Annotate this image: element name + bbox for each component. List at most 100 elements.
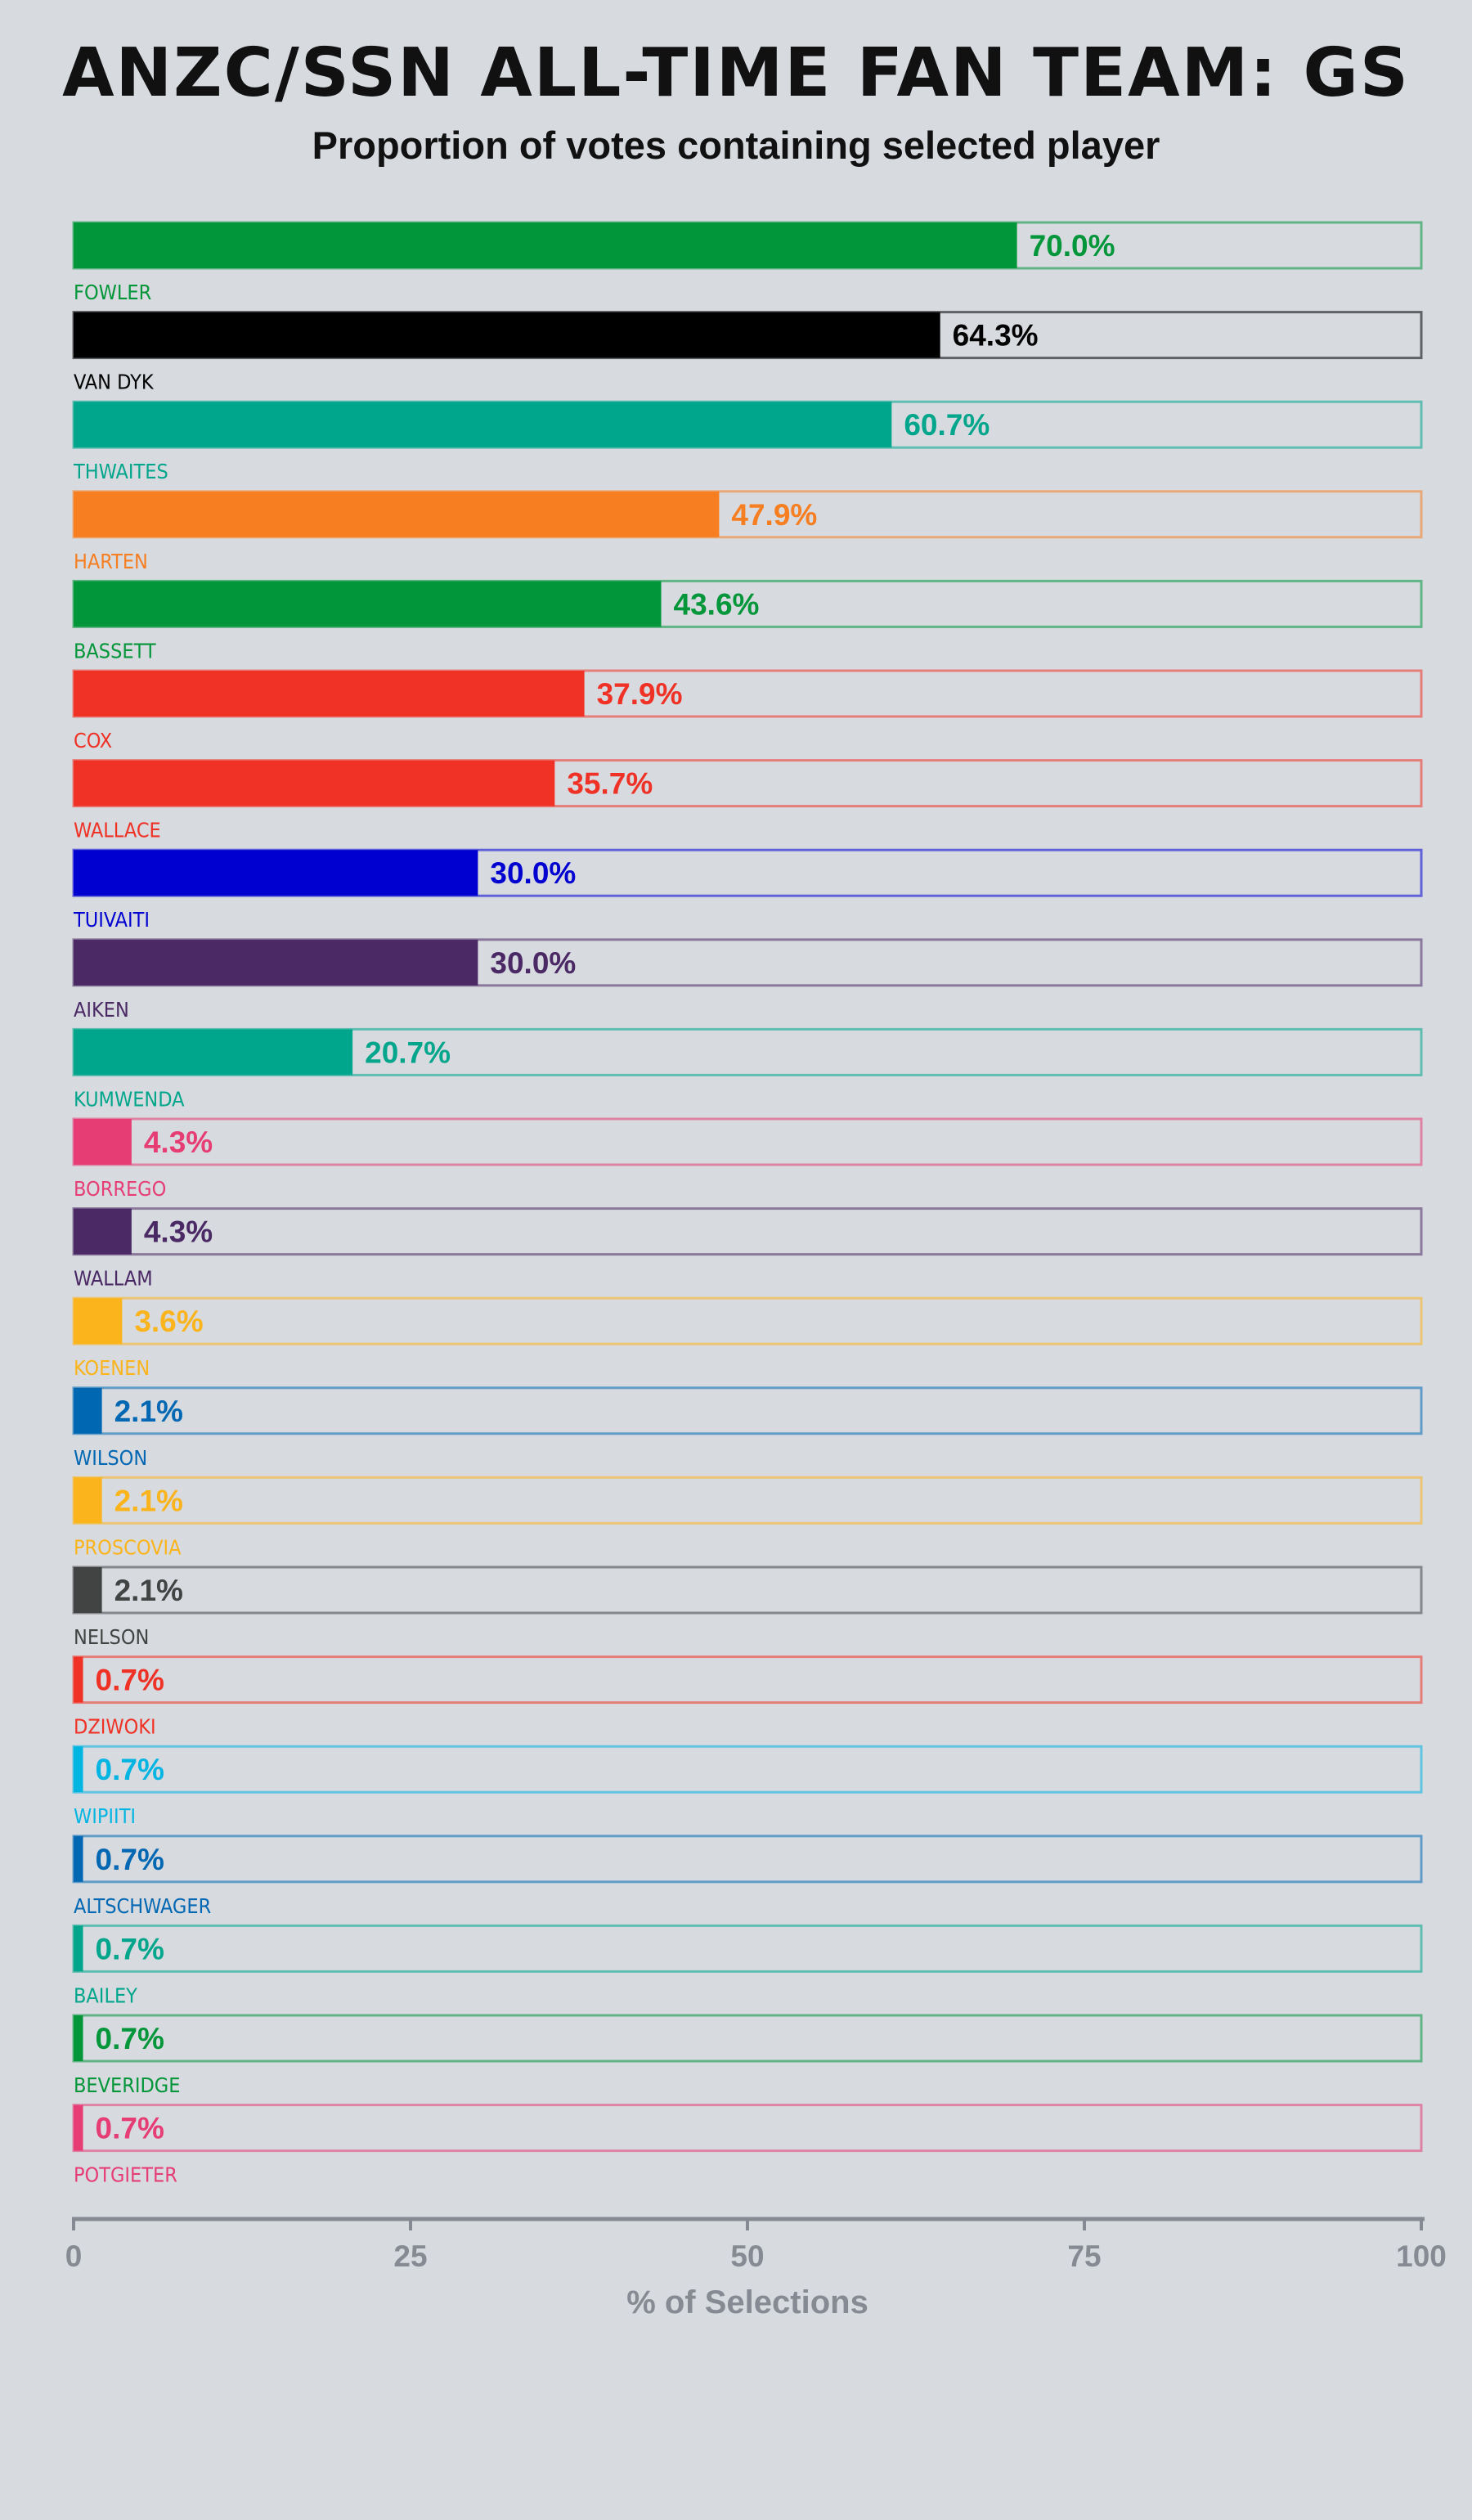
bar [74,1835,83,1882]
bar-track [72,1565,1423,1615]
bar-row-wallace: 35.7% WALLACE [72,759,1423,842]
bar-row-altschwager: 0.7% ALTSCHWAGER [72,1835,1423,1918]
bar-value-label: 2.1% [114,1395,183,1428]
bar [74,1925,83,1972]
bar-track [72,1924,1423,1973]
bar-row-bailey: 0.7% BAILEY [72,1924,1423,2007]
bar [74,1029,353,1076]
bar-category-label: WIPIITI [74,1804,136,1828]
bar [74,312,940,358]
bar [74,1119,132,1165]
bar-category-label: DZIWOKI [74,1715,156,1739]
bar-category-label: VAN DYK [74,371,155,394]
bar-track [72,2104,1423,2153]
x-tick-label: 0 [65,2239,83,2273]
x-axis: 0 25 50 75 100 % of Selections [65,2217,1447,2320]
bar-row-nelson: 2.1% NELSON [72,1565,1423,1649]
bar-row-potgieter: 0.7% POTGIETER [72,2104,1423,2187]
bar-value-label: 0.7% [96,2022,164,2055]
bar-row-wallam: 4.3% WALLAM [72,1207,1423,1291]
bar-value-label: 0.7% [96,1843,164,1876]
bar-track [72,2014,1423,2063]
bar-track [72,1655,1423,1705]
bar-row-wipiiti: 0.7% WIPIITI [72,1745,1423,1828]
bar [74,1477,102,1524]
bar-track [72,1476,1423,1525]
bar-value-label: 37.9% [597,677,683,711]
bar [74,2015,83,2061]
bar-category-label: POTGIETER [74,2163,177,2187]
bar-category-label: PROSCOVIA [74,1535,182,1559]
bar-value-label: 0.7% [96,1932,164,1965]
bar-category-label: NELSON [74,1625,149,1649]
x-tick-label: 100 [1396,2239,1447,2273]
x-tick-label: 25 [393,2239,427,2273]
bar-row-proscovia: 2.1% PROSCOVIA [72,1476,1423,1559]
bar-category-label: BASSETT [74,639,156,663]
bar-value-label: 20.7% [365,1035,451,1069]
bar-row-kumwenda: 20.7% KUMWENDA [72,1027,1423,1111]
bar-value-label: 30.0% [490,946,576,980]
bar-row-harten: 47.9% HARTEN [72,490,1423,573]
bar-value-label: 0.7% [96,1753,164,1786]
bar [74,1208,132,1255]
chart-subtitle: Proportion of votes containing selected … [312,124,1160,167]
bar [74,1387,102,1434]
bar-value-label: 4.3% [144,1215,213,1249]
bar-value-label: 3.6% [134,1305,203,1338]
bars-layer: 70.0% FOWLER 64.3% VAN DYK 60.7% THWAITES 47.9… [72,221,1423,2187]
bar-category-label: WILSON [74,1446,147,1470]
bar-category-label: FOWLER [74,281,151,304]
bar-value-label: 35.7% [567,767,653,801]
bar-category-label: KUMWENDA [74,1087,185,1111]
bar-value-label: 4.3% [144,1125,213,1159]
bar-row-van-dyk: 64.3% VAN DYK [72,311,1423,394]
bar-category-label: BEVERIDGE [74,2073,180,2097]
bar-row-beveridge: 0.7% BEVERIDGE [72,2014,1423,2097]
bar [74,2104,83,2151]
bar-value-label: 43.6% [674,587,760,621]
bar-track [72,1386,1423,1435]
bar [74,581,662,627]
bar-track [72,1745,1423,1794]
bar-row-fowler: 70.0% FOWLER [72,221,1423,304]
bar-track [72,1296,1423,1345]
bar-row-aiken: 30.0% AIKEN [72,938,1423,1022]
bar-track [72,1207,1423,1256]
bar [74,222,1017,268]
bar-value-label: 2.1% [114,1484,183,1517]
bar-category-label: BAILEY [74,1983,137,2007]
bar-row-tuivaiti: 30.0% TUIVAITI [72,848,1423,932]
bar [74,850,478,896]
bar-category-label: COX [74,729,112,752]
bar-value-label: 47.9% [731,498,817,532]
bar-value-label: 2.1% [114,1574,183,1607]
bar-category-label: HARTEN [74,550,148,573]
x-tick-label: 75 [1067,2239,1101,2273]
bar-value-label: 30.0% [490,856,576,890]
bar [74,1567,102,1613]
bar-category-label: ALTSCHWAGER [74,1894,211,1918]
bar-row-cox: 37.9% COX [72,669,1423,752]
bar-value-label: 0.7% [96,2112,164,2145]
bar-value-label: 70.0% [1030,229,1115,263]
bar-row-bassett: 43.6% BASSETT [72,579,1423,663]
bar-track [72,1835,1423,1884]
bar-category-label: BORREGO [74,1177,166,1201]
bar [74,671,585,716]
bar-category-label: WALLACE [74,819,161,842]
bar-category-label: WALLAM [74,1267,153,1291]
bar [74,1746,83,1793]
bar-row-dziwoki: 0.7% DZIWOKI [72,1655,1423,1739]
bar [74,1298,123,1345]
bar [74,1656,83,1703]
bar-row-wilson: 2.1% WILSON [72,1386,1423,1470]
bar [74,402,892,448]
bar-row-borrego: 4.3% BORREGO [72,1117,1423,1201]
bar-row-koenen: 3.6% KOENEN [72,1296,1423,1380]
bar-category-label: AIKEN [74,998,129,1022]
bar-category-label: KOENEN [74,1356,150,1380]
bar-track [72,1117,1423,1166]
bar [74,491,720,537]
